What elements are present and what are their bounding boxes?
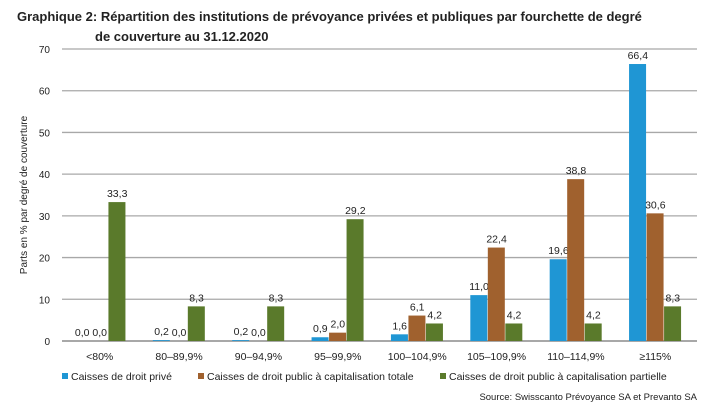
- title-line2: de couverture au 31.12.2020: [95, 29, 269, 44]
- x-tick-label: 90–94,9%: [235, 351, 282, 363]
- bar: [584, 323, 602, 341]
- legend-label: Caisses de droit public à capitalisation…: [207, 371, 414, 383]
- data-label: 0,0: [172, 327, 187, 339]
- bar: [152, 340, 170, 341]
- source-note: Source: Swisscanto Prévoyance SA et Prev…: [479, 392, 697, 403]
- bar: [646, 213, 664, 341]
- bar: [487, 247, 505, 341]
- bar: [390, 334, 408, 341]
- x-tick-label: 105–109,9%: [467, 351, 526, 363]
- x-tick-label: 110–114,9%: [547, 351, 604, 363]
- bar: [346, 219, 364, 341]
- x-tick-label: 95–99,9%: [314, 351, 361, 363]
- legend-label: Caisses de droit privé: [71, 371, 172, 383]
- data-label: 6,1: [410, 302, 425, 314]
- data-label: 0,0: [92, 327, 107, 339]
- y-tick-label: 0: [44, 337, 50, 348]
- data-label: 30,6: [645, 199, 666, 211]
- data-label: 0,0: [75, 327, 90, 339]
- bar: [108, 202, 126, 341]
- data-label: 4,2: [586, 309, 601, 321]
- data-label: 19,6: [548, 245, 569, 257]
- title-line1: Répartition des institutions de prévoyan…: [100, 9, 642, 24]
- bar: [567, 179, 585, 341]
- legend-label: Caisses de droit public à capitalisation…: [449, 371, 667, 383]
- legend-swatch: [440, 373, 446, 379]
- y-tick-label: 30: [39, 212, 51, 223]
- x-tick-label: 100–104,9%: [388, 351, 447, 363]
- y-tick-label: 40: [39, 170, 51, 181]
- bar: [549, 259, 567, 341]
- data-label: 29,2: [345, 205, 366, 217]
- data-label: 1,6: [392, 320, 407, 332]
- bar: [664, 306, 682, 341]
- data-label: 33,3: [107, 188, 128, 200]
- data-label: 4,2: [427, 309, 442, 321]
- y-axis-label: Parts en % par degré de couverture: [19, 115, 30, 274]
- bar: [408, 315, 426, 341]
- bar: [425, 323, 443, 341]
- bar: [329, 332, 347, 341]
- bar: [187, 306, 205, 341]
- data-label: 0,9: [313, 323, 328, 335]
- x-tick-label: <80%: [86, 351, 113, 363]
- data-label: 4,2: [507, 309, 522, 321]
- x-tick-label: ≥115%: [639, 351, 671, 363]
- data-label: 11,0: [469, 281, 489, 293]
- legend-swatch: [198, 373, 204, 379]
- data-label: 66,4: [628, 50, 649, 62]
- bar: [629, 64, 647, 341]
- data-label: 8,3: [269, 292, 284, 304]
- bar: [470, 295, 488, 341]
- y-tick-label: 20: [39, 254, 51, 265]
- data-label: 0,0: [251, 327, 266, 339]
- data-label: 8,3: [666, 292, 681, 304]
- bar: [505, 323, 523, 341]
- data-label: 2,0: [331, 319, 346, 331]
- data-label: 0,2: [154, 326, 169, 338]
- data-label: 0,2: [234, 326, 249, 338]
- y-tick-label: 60: [39, 87, 51, 98]
- data-label: 22,4: [486, 234, 507, 246]
- data-label: 8,3: [189, 292, 204, 304]
- y-tick-label: 70: [39, 45, 51, 56]
- legend-swatch: [62, 373, 68, 379]
- bar: [267, 306, 285, 341]
- y-tick-label: 50: [39, 128, 51, 139]
- bar: [311, 337, 329, 341]
- bar: [232, 340, 250, 341]
- title-prefix: Graphique 2:: [17, 9, 98, 24]
- y-tick-label: 10: [39, 295, 51, 306]
- chart-title: Graphique 2: Répartition des institution…: [17, 7, 642, 47]
- x-tick-label: 80–89,9%: [155, 351, 202, 363]
- data-label: 38,8: [566, 165, 587, 177]
